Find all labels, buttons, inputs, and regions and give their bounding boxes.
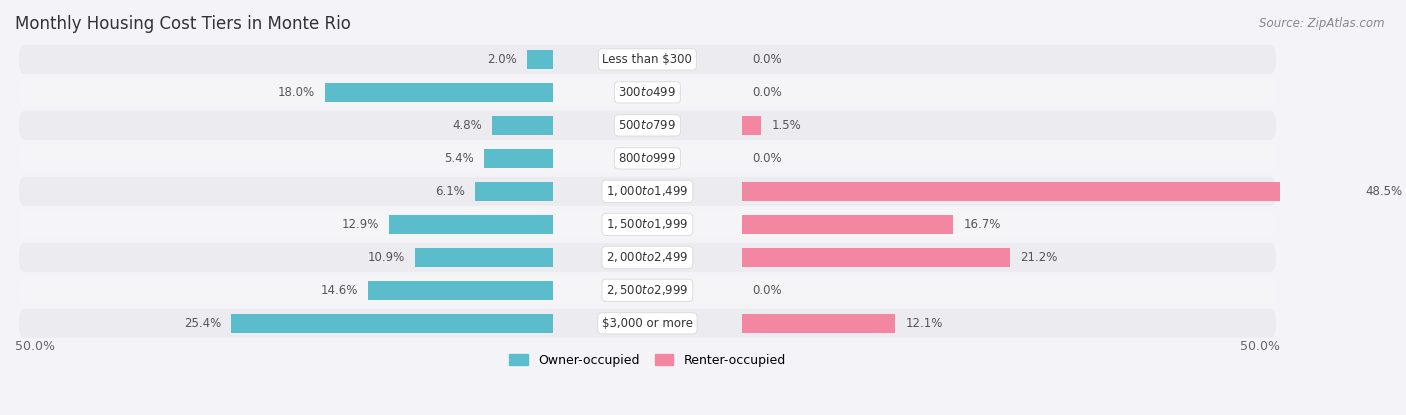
Bar [742,314,896,333]
Text: 0.0%: 0.0% [752,86,782,99]
Text: 6.1%: 6.1% [436,185,465,198]
Text: $3,000 or more: $3,000 or more [602,317,693,330]
FancyBboxPatch shape [18,243,1277,272]
Text: Less than $300: Less than $300 [602,53,692,66]
FancyBboxPatch shape [18,309,1277,338]
Text: $300 to $499: $300 to $499 [619,86,676,99]
Bar [475,182,553,201]
FancyBboxPatch shape [18,177,1277,206]
FancyBboxPatch shape [18,45,1277,74]
Text: 25.4%: 25.4% [184,317,221,330]
FancyBboxPatch shape [18,78,1277,107]
Text: 14.6%: 14.6% [321,284,357,297]
Text: 18.0%: 18.0% [277,86,315,99]
Bar [742,248,1011,267]
Text: $2,000 to $2,499: $2,000 to $2,499 [606,250,689,264]
Text: $800 to $999: $800 to $999 [619,152,676,165]
Text: Source: ZipAtlas.com: Source: ZipAtlas.com [1260,17,1385,29]
FancyBboxPatch shape [18,144,1277,173]
Text: 0.0%: 0.0% [752,284,782,297]
Bar [231,314,553,333]
Text: 12.9%: 12.9% [342,218,380,231]
Text: $500 to $799: $500 to $799 [619,119,676,132]
Bar [742,116,761,135]
Text: 5.4%: 5.4% [444,152,474,165]
Bar [325,83,553,102]
Text: 48.5%: 48.5% [1365,185,1403,198]
Text: 0.0%: 0.0% [752,152,782,165]
Bar [527,50,553,69]
Text: 50.0%: 50.0% [15,340,55,353]
Text: $2,500 to $2,999: $2,500 to $2,999 [606,283,689,297]
Bar [389,215,553,234]
Bar [415,248,553,267]
Text: 50.0%: 50.0% [1240,340,1279,353]
Text: 12.1%: 12.1% [905,317,943,330]
FancyBboxPatch shape [18,210,1277,239]
Bar [368,281,553,300]
Text: 4.8%: 4.8% [451,119,482,132]
Text: $1,000 to $1,499: $1,000 to $1,499 [606,184,689,198]
FancyBboxPatch shape [18,276,1277,305]
Text: 2.0%: 2.0% [488,53,517,66]
Text: $1,500 to $1,999: $1,500 to $1,999 [606,217,689,231]
Legend: Owner-occupied, Renter-occupied: Owner-occupied, Renter-occupied [505,349,790,372]
FancyBboxPatch shape [18,111,1277,140]
Text: 1.5%: 1.5% [772,119,801,132]
Bar [742,215,953,234]
Text: 16.7%: 16.7% [963,218,1001,231]
Bar [492,116,553,135]
Bar [484,149,553,168]
Bar [742,182,1355,201]
Text: 0.0%: 0.0% [752,53,782,66]
Text: Monthly Housing Cost Tiers in Monte Rio: Monthly Housing Cost Tiers in Monte Rio [15,15,352,33]
Text: 21.2%: 21.2% [1021,251,1057,264]
Text: 10.9%: 10.9% [367,251,405,264]
